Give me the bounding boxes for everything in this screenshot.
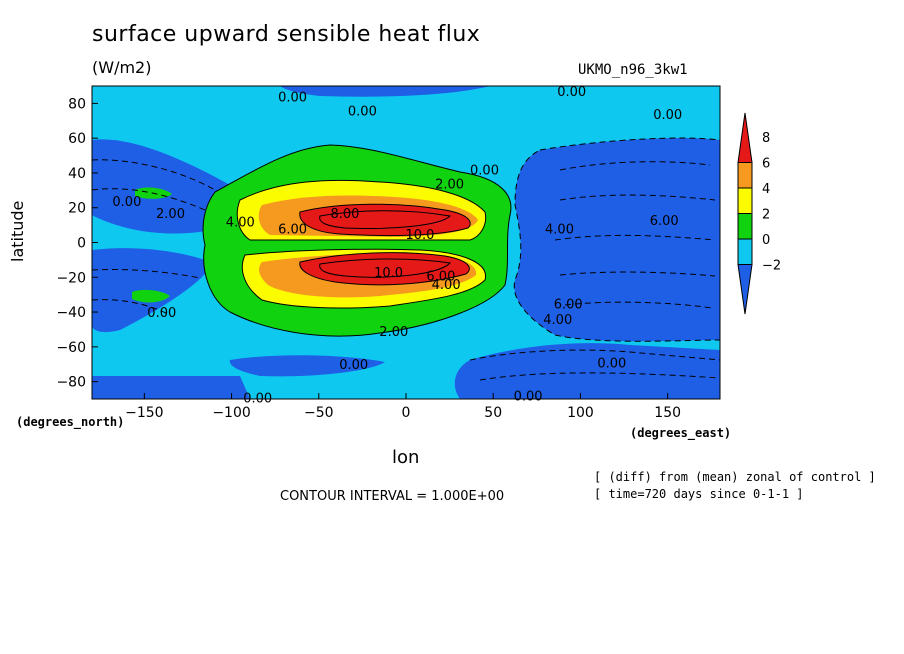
y-tick-label: −20 bbox=[56, 270, 86, 286]
contour-label: 4.00 bbox=[543, 313, 572, 328]
contour-label: 0.00 bbox=[147, 306, 176, 321]
contour-label: 0.00 bbox=[470, 163, 499, 178]
contour-label: 0.00 bbox=[339, 358, 368, 373]
y-tick-label: −80 bbox=[56, 375, 86, 391]
model-label: UKMO_n96_3kw1 bbox=[578, 62, 688, 78]
contour-label: 0.00 bbox=[278, 90, 307, 105]
colorbar-bin bbox=[737, 238, 753, 265]
colorbar-bin bbox=[737, 213, 753, 240]
y-axis-units: (degrees_north) bbox=[16, 415, 125, 429]
x-tick-label: −150 bbox=[125, 405, 163, 421]
contour-label: 4.00 bbox=[226, 216, 255, 231]
contour-label: 10.0 bbox=[405, 228, 434, 243]
y-tick-label: 0 bbox=[77, 236, 86, 252]
x-tick-label: −100 bbox=[212, 405, 250, 421]
contour-label: 6.00 bbox=[650, 214, 679, 229]
x-axis-units: (degrees_east) bbox=[630, 426, 732, 440]
x-tick-label: 50 bbox=[484, 405, 502, 421]
colorbar-bin bbox=[737, 112, 753, 163]
colorbar-bin bbox=[737, 264, 753, 315]
x-tick-label: 0 bbox=[402, 405, 411, 421]
x-tick-label: −50 bbox=[304, 405, 334, 421]
note-diff: [ (diff) from (mean) zonal of control ] bbox=[594, 470, 876, 484]
colorbar-label: 2 bbox=[762, 208, 770, 223]
contour-label: 0.00 bbox=[348, 104, 377, 119]
y-tick-label: 20 bbox=[68, 201, 86, 217]
contour-label: 6.00 bbox=[426, 270, 455, 285]
contour-label: 0.00 bbox=[243, 391, 272, 406]
colorbar-label: −2 bbox=[762, 259, 781, 274]
colorbar-bin bbox=[737, 162, 753, 189]
y-tick-label: −40 bbox=[56, 305, 86, 321]
chart-title: surface upward sensible heat flux bbox=[92, 22, 481, 47]
chart-units: (W/m2) bbox=[92, 58, 152, 77]
contour-fill bbox=[92, 86, 720, 399]
colorbar-label: 4 bbox=[762, 182, 770, 197]
contour-label: 4.00 bbox=[545, 223, 574, 238]
colorbar-label: 0 bbox=[762, 233, 770, 248]
contour-label: 2.00 bbox=[156, 207, 185, 222]
contour-label: 0.00 bbox=[597, 356, 626, 371]
contour-label: 10.0 bbox=[374, 266, 403, 281]
note-time: [ time=720 days since 0-1-1 ] bbox=[594, 487, 804, 501]
contour-label: 8.00 bbox=[330, 207, 359, 222]
y-tick-label: 40 bbox=[68, 166, 86, 182]
y-tick-label: 80 bbox=[68, 96, 86, 112]
y-tick-label: 60 bbox=[68, 131, 86, 147]
y-tick-label: −60 bbox=[56, 340, 86, 356]
contour-label: 2.00 bbox=[435, 177, 464, 192]
contour-label: 0.00 bbox=[653, 108, 682, 123]
colorbar-label: 8 bbox=[762, 131, 770, 146]
contour-label: 0.00 bbox=[557, 85, 586, 100]
contour-label: 2.00 bbox=[379, 325, 408, 340]
contour-label: 0.00 bbox=[112, 195, 141, 210]
axes: −150 −100 −50 0 50 100 150 80 60 40 20 0 −20 −40 −60 −8… bbox=[56, 96, 681, 421]
contour-label: 4.00 bbox=[432, 278, 461, 293]
x-tick-label: 150 bbox=[654, 405, 681, 421]
contour-label: 0.00 bbox=[514, 390, 543, 405]
colorbar: 8 6 4 2 0 −2 bbox=[737, 112, 781, 315]
colorbar-label: 6 bbox=[762, 157, 770, 172]
x-axis-label: lon bbox=[392, 447, 420, 468]
contour-label: 6.00 bbox=[554, 297, 583, 312]
contour-labels: 0.000.000.000.000.002.000.002.004.00 6.00… bbox=[112, 85, 682, 406]
contour-label: 6.00 bbox=[278, 223, 307, 238]
contour-interval: CONTOUR INTERVAL = 1.000E+00 bbox=[280, 489, 505, 504]
colorbar-bin bbox=[737, 187, 753, 214]
x-tick-label: 100 bbox=[567, 405, 594, 421]
